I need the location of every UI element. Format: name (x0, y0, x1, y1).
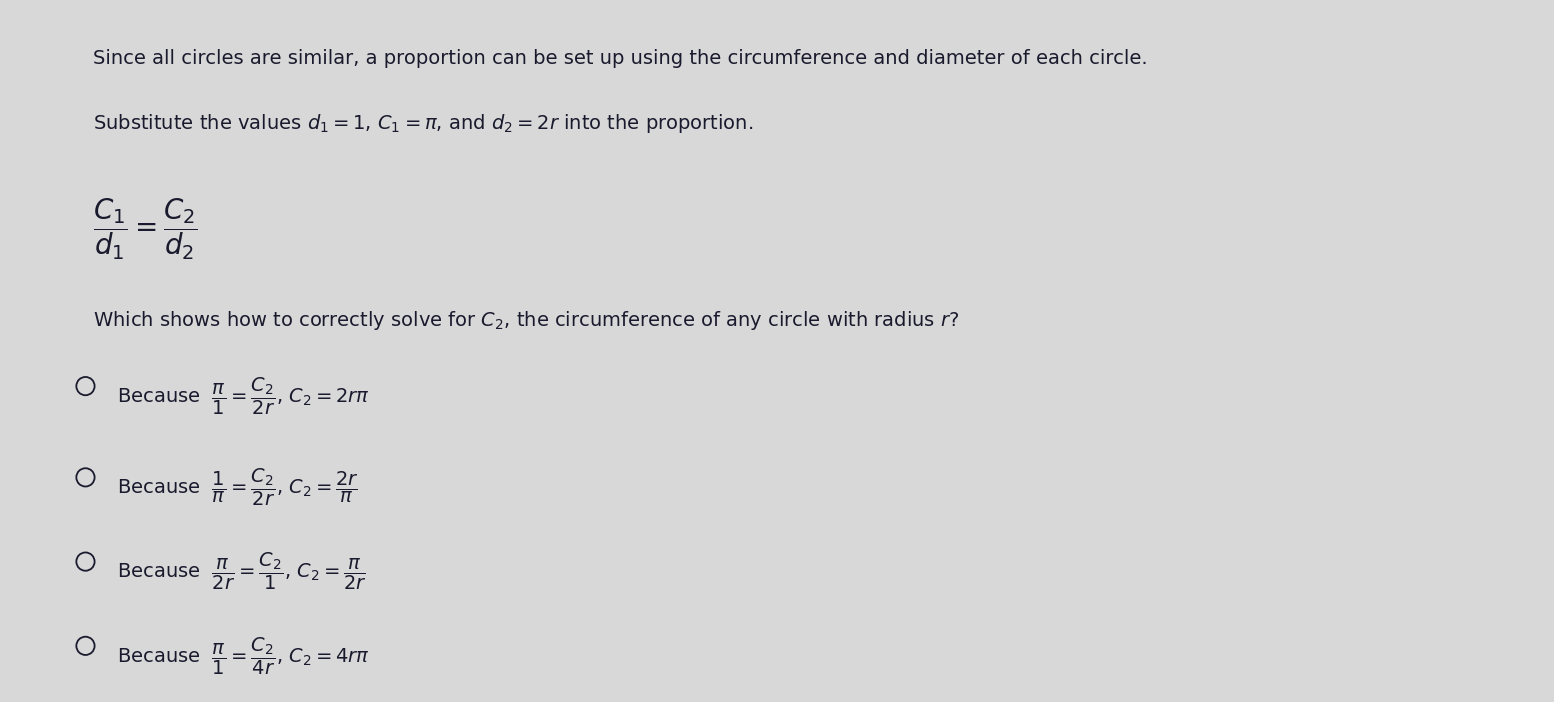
Text: Substitute the values $d_1 = 1$, $C_1 = \pi$, and $d_2 = 2r$ into the proportion: Substitute the values $d_1 = 1$, $C_1 = … (93, 112, 754, 135)
Text: Because  $\dfrac{1}{\pi} = \dfrac{C_2}{2r}$, $C_2 = \dfrac{2r}{\pi}$: Because $\dfrac{1}{\pi} = \dfrac{C_2}{2r… (117, 467, 357, 508)
Text: Since all circles are similar, a proportion can be set up using the circumferenc: Since all circles are similar, a proport… (93, 49, 1148, 68)
Text: Because  $\dfrac{\pi}{1} = \dfrac{C_2}{2r}$, $C_2 = 2r\pi$: Because $\dfrac{\pi}{1} = \dfrac{C_2}{2r… (117, 376, 370, 417)
Text: Because  $\dfrac{\pi}{2r} = \dfrac{C_2}{1}$, $C_2 = \dfrac{\pi}{2r}$: Because $\dfrac{\pi}{2r} = \dfrac{C_2}{1… (117, 551, 367, 592)
Text: Because  $\dfrac{\pi}{1} = \dfrac{C_2}{4r}$, $C_2 = 4r\pi$: Because $\dfrac{\pi}{1} = \dfrac{C_2}{4r… (117, 635, 370, 677)
Text: $\dfrac{C_1}{d_1} = \dfrac{C_2}{d_2}$: $\dfrac{C_1}{d_1} = \dfrac{C_2}{d_2}$ (93, 197, 197, 262)
Text: Which shows how to correctly solve for $C_2$, the circumference of any circle wi: Which shows how to correctly solve for $… (93, 309, 959, 332)
